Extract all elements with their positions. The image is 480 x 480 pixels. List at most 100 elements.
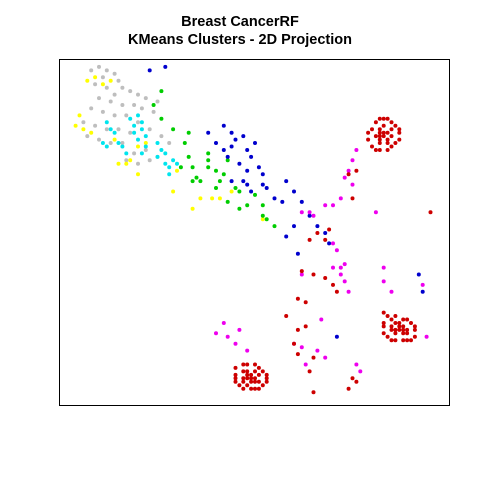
data-point	[385, 148, 390, 152]
data-point	[377, 134, 382, 139]
data-point	[393, 141, 398, 145]
data-point	[331, 265, 335, 270]
data-point	[237, 189, 242, 194]
data-point	[136, 92, 140, 97]
data-point	[381, 116, 386, 121]
data-point	[381, 310, 386, 315]
data-point	[342, 262, 347, 267]
data-point	[381, 324, 386, 329]
data-point	[116, 161, 121, 166]
data-point	[393, 327, 398, 332]
data-point	[108, 78, 113, 83]
data-point	[315, 224, 320, 229]
data-point	[311, 213, 316, 218]
data-point	[132, 123, 137, 128]
data-point	[389, 317, 394, 322]
data-point	[128, 130, 133, 135]
data-point	[104, 120, 109, 125]
data-point	[132, 151, 137, 156]
data-point	[139, 106, 144, 111]
data-point	[124, 158, 129, 163]
data-point	[237, 383, 242, 388]
data-point	[147, 158, 152, 163]
data-point	[424, 334, 429, 339]
data-point	[389, 134, 394, 139]
data-point	[381, 265, 386, 270]
data-point	[249, 376, 254, 381]
data-point	[401, 338, 406, 343]
data-point	[307, 213, 312, 218]
data-point	[249, 189, 254, 194]
data-point	[155, 141, 160, 145]
data-point	[241, 369, 246, 374]
data-point	[73, 123, 78, 128]
data-point	[389, 289, 394, 294]
data-point	[350, 196, 355, 201]
data-point	[331, 203, 335, 208]
data-point	[163, 161, 168, 166]
data-point	[190, 165, 195, 170]
data-point	[143, 141, 148, 145]
data-point	[331, 282, 335, 287]
data-point	[163, 151, 168, 156]
data-point	[108, 99, 113, 104]
data-point	[420, 289, 425, 294]
data-point	[381, 123, 386, 128]
data-point	[97, 96, 101, 101]
data-point	[377, 130, 382, 135]
data-point	[108, 141, 113, 145]
data-point	[292, 189, 296, 194]
data-point	[112, 137, 117, 142]
data-point	[280, 199, 285, 204]
data-point	[256, 379, 261, 384]
data-point	[104, 127, 109, 132]
series-4	[147, 64, 425, 339]
data-point	[233, 376, 238, 381]
data-point	[295, 352, 300, 357]
data-point	[303, 324, 308, 329]
data-point	[245, 148, 250, 152]
data-point	[389, 144, 394, 149]
data-points-layer	[73, 64, 433, 395]
data-point	[214, 168, 218, 173]
data-point	[366, 130, 371, 135]
data-point	[171, 158, 176, 163]
data-point	[405, 338, 410, 343]
data-point	[136, 120, 140, 125]
data-point	[139, 127, 144, 132]
data-point	[260, 383, 265, 388]
data-point	[229, 130, 234, 135]
data-point	[233, 341, 238, 346]
data-point	[104, 85, 109, 90]
data-point	[159, 116, 164, 121]
data-point	[389, 127, 394, 132]
data-point	[233, 186, 238, 190]
series-0	[81, 64, 172, 166]
data-point	[128, 116, 133, 121]
data-point	[249, 379, 254, 384]
data-point	[405, 327, 410, 332]
data-point	[284, 179, 289, 184]
data-point	[377, 127, 382, 132]
data-point	[338, 196, 343, 201]
data-point	[167, 172, 172, 177]
data-point	[97, 64, 101, 69]
data-point	[292, 224, 296, 229]
data-point	[237, 206, 242, 211]
data-point	[245, 372, 250, 377]
data-point	[405, 331, 410, 336]
data-point	[128, 89, 133, 94]
data-point	[104, 68, 109, 73]
data-point	[342, 279, 347, 284]
data-point	[370, 144, 374, 149]
data-point	[397, 127, 402, 132]
data-point	[346, 168, 351, 173]
data-point	[260, 203, 265, 208]
data-point	[373, 210, 378, 215]
data-point	[412, 327, 417, 332]
data-point	[175, 168, 179, 173]
data-point	[334, 289, 339, 294]
data-point	[393, 314, 398, 318]
data-point	[385, 130, 390, 135]
